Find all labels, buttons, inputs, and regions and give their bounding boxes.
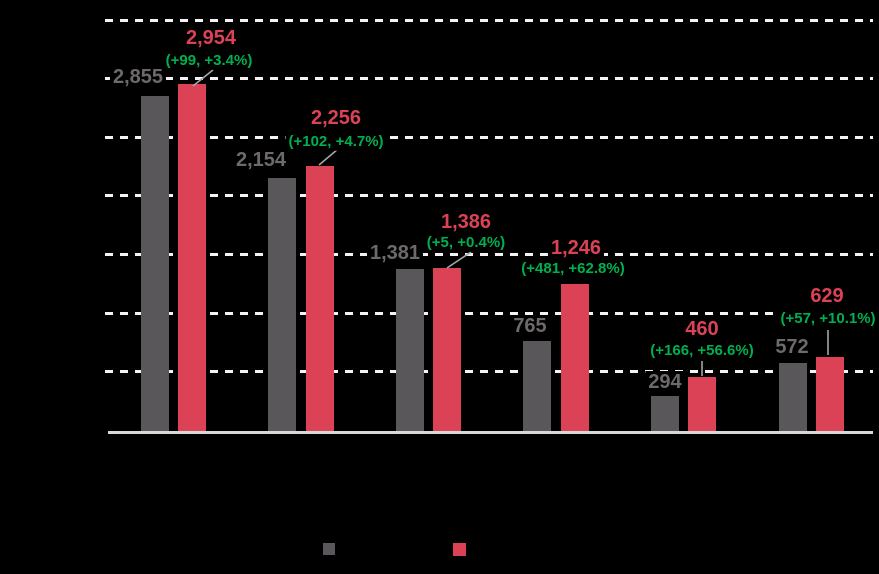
- gray-value-label-3: 765: [510, 315, 550, 337]
- bar-red-series-3: [560, 284, 589, 432]
- gridline: [105, 194, 873, 198]
- bar-gray-series-2: [395, 268, 424, 432]
- bar-red-series-0: [178, 84, 206, 432]
- red-value-label-4: 460: [682, 318, 722, 340]
- legend-swatch-gray-series-marker: [322, 543, 335, 556]
- red-value-label-2: 1,386: [437, 211, 495, 233]
- leader-line-1: [318, 148, 339, 166]
- gridline: [105, 311, 873, 315]
- gray-value-label-2: 1,381: [366, 242, 424, 264]
- gray-value-label-0: 2,855: [109, 66, 167, 88]
- delta-label-3: (+481, +62.8%): [518, 260, 628, 278]
- delta-label-2: (+5, +0.4%): [423, 234, 509, 252]
- bar-gray-series-5: [778, 363, 807, 432]
- bar-gray-series-0: [140, 95, 169, 432]
- gridline: [105, 135, 873, 139]
- delta-label-4: (+166, +56.6%): [647, 342, 757, 360]
- bar-gray-series-1: [268, 177, 297, 432]
- bar-red-series-4: [688, 376, 717, 432]
- delta-label-0: (+99, +3.4%): [162, 52, 256, 70]
- legend-swatch-red-series-marker: [453, 542, 467, 556]
- delta-label-1: (+102, +4.7%): [285, 133, 387, 151]
- gridline: [105, 18, 873, 22]
- bar-red-series-1: [305, 165, 334, 432]
- red-value-label-0: 2,954: [182, 27, 240, 49]
- bar-gray-series-4: [650, 396, 679, 432]
- gridline: [105, 253, 873, 257]
- gridline: [105, 77, 873, 81]
- gridline: [105, 370, 873, 374]
- gray-value-label-5: 572: [772, 336, 812, 358]
- bar-red-series-2: [433, 267, 462, 432]
- x-axis-line: [108, 430, 873, 434]
- red-value-label-5: 629: [807, 285, 847, 307]
- gray-value-label-1: 2,154: [232, 149, 290, 171]
- red-value-label-3: 1,246: [547, 237, 605, 259]
- red-value-label-1: 2,256: [307, 107, 365, 129]
- bar-red-series-5: [816, 356, 844, 432]
- gray-value-label-4: 294: [645, 371, 685, 393]
- bar-gray-series-3: [523, 340, 552, 432]
- delta-label-5: (+57, +10.1%): [777, 310, 879, 328]
